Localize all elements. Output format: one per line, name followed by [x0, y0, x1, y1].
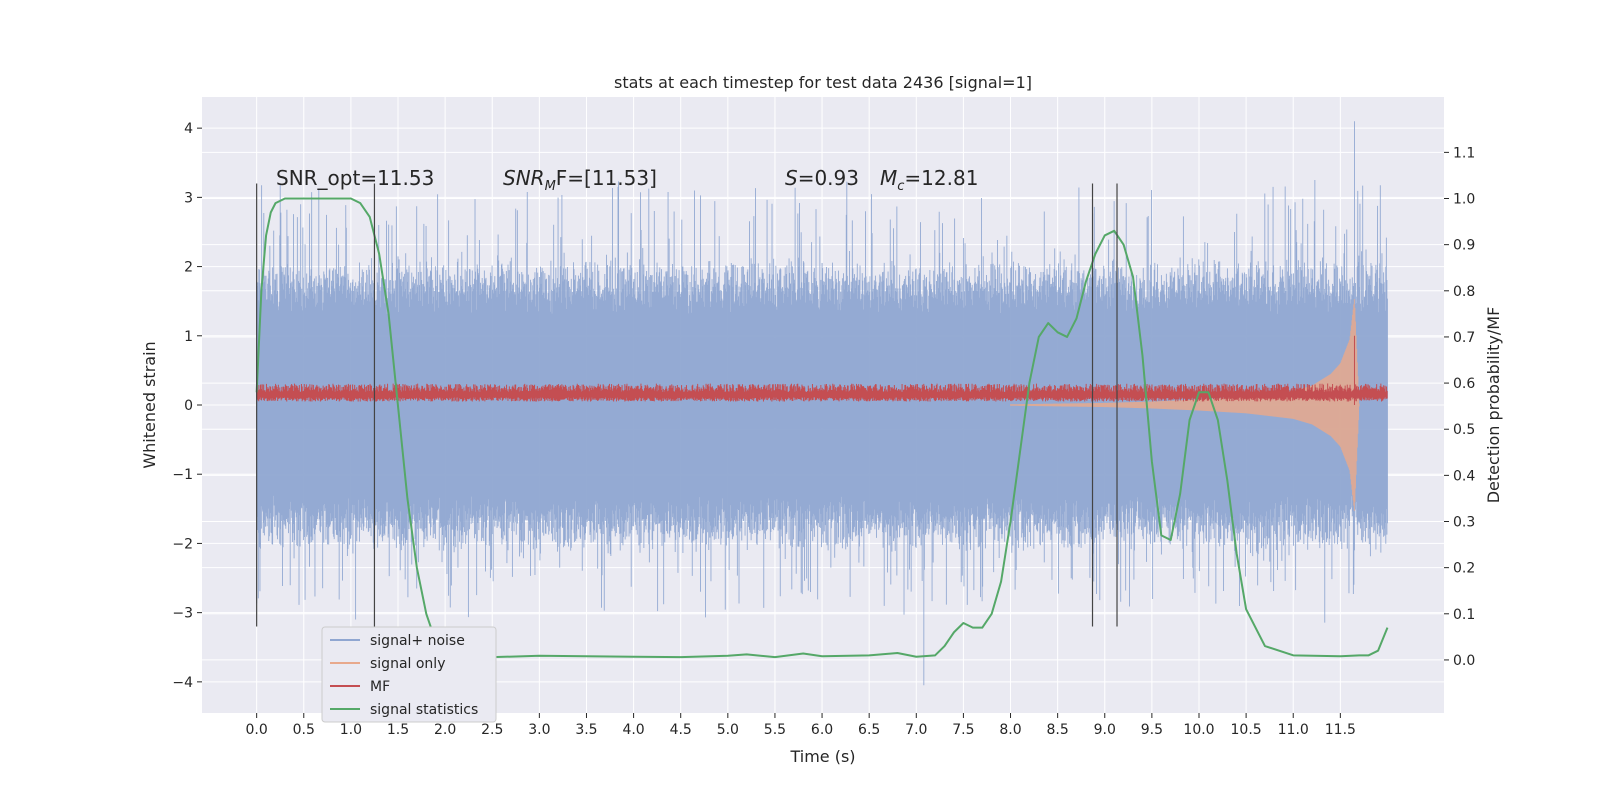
x-tick-label: 4.0 — [622, 722, 644, 738]
mc-variable: M — [880, 166, 897, 190]
y-axis-label: Whitened strain — [140, 341, 159, 468]
y-right-tick-label: 0.5 — [1453, 422, 1475, 438]
legend-label-mf: MF — [370, 679, 390, 695]
axes: 0.0 0.5 1.0 1.5 2.0 2.5 3.0 3.5 4.0 4.5 5.0 5.5 6.0 6… — [172, 121, 1475, 738]
y-right-tick-label: 0.8 — [1453, 284, 1475, 300]
chart-title: stats at each timestep for test data 243… — [614, 73, 1032, 92]
legend-box — [321, 626, 497, 723]
x-tick-label: 3.5 — [575, 722, 597, 738]
y-right-tick-label: 0.9 — [1453, 238, 1475, 254]
y-right-tick-label: 0.3 — [1453, 515, 1475, 531]
x-tick-label: 5.5 — [764, 722, 786, 738]
y-tick-label: −4 — [172, 675, 193, 691]
x-tick-label: 11.0 — [1278, 722, 1309, 738]
s-variable: S — [785, 166, 798, 190]
y-tick-label: 2 — [184, 260, 193, 276]
x-tick-label: 1.0 — [340, 722, 362, 738]
x-tick-label: 9.5 — [1141, 722, 1163, 738]
legend-label-signal-only: signal only — [370, 656, 445, 672]
legend: signal+ noise signal only MF signal stat… — [321, 626, 497, 723]
x-tick-label: 3.0 — [528, 722, 550, 738]
x-tick-label: 2.5 — [481, 722, 503, 738]
x-tick-label: 8.5 — [1047, 722, 1069, 738]
x-tick-label: 2.0 — [434, 722, 456, 738]
x-tick-label: 5.0 — [717, 722, 739, 738]
mc-subscript: c — [897, 179, 904, 194]
x-tick-label: 7.5 — [952, 722, 974, 738]
y-right-tick-label: 0.4 — [1453, 468, 1475, 484]
snr-mf-base: SNR — [503, 166, 545, 190]
x-tick-label: 4.5 — [670, 722, 692, 738]
y-right-tick-label: 0.1 — [1453, 607, 1475, 623]
y-tick-label: −3 — [172, 606, 193, 622]
x-tick-label: 9.0 — [1094, 722, 1116, 738]
y-right-tick-label: 1.0 — [1453, 192, 1475, 208]
y-tick-label: 4 — [184, 121, 193, 137]
snr-mf-value: F=[11.53] — [556, 166, 657, 190]
x-tick-label: 0.5 — [293, 722, 315, 738]
x-tick-label: 10.0 — [1183, 722, 1214, 738]
signal-only-line — [1010, 299, 1360, 511]
y-right-axis-label: Detection probability/MF — [1484, 307, 1503, 504]
y-right-tick-label: 0.6 — [1453, 376, 1475, 392]
x-tick-label: 8.0 — [999, 722, 1021, 738]
x-tick-label: 0.0 — [246, 722, 268, 738]
mc-annotation: Mc=12.81 — [880, 166, 978, 194]
vertical-markers — [256, 183, 1118, 627]
snr-mf-annotation: SNRMF=[11.53] — [503, 166, 657, 194]
y-right-tick-label: 0.2 — [1453, 561, 1475, 577]
y-right-tick-label: 1.1 — [1453, 145, 1475, 161]
x-tick-label: 7.0 — [905, 722, 927, 738]
s-value: =0.93 — [798, 166, 859, 190]
snr-opt-annotation: SNR_opt=11.53 — [276, 166, 434, 190]
s-annotation: S=0.93 — [785, 166, 859, 190]
y-tick-label: −2 — [172, 536, 193, 552]
legend-label-signal-statistics: signal statistics — [370, 702, 478, 718]
y-tick-label: 0 — [184, 398, 193, 414]
x-tick-label: 6.0 — [811, 722, 833, 738]
y-right-tick-label: 0.0 — [1453, 653, 1475, 669]
x-tick-label: 11.5 — [1325, 722, 1356, 738]
y-tick-label: −1 — [172, 467, 193, 483]
x-tick-label: 6.5 — [858, 722, 880, 738]
y-tick-label: 1 — [184, 329, 193, 345]
x-tick-label: 10.5 — [1231, 722, 1262, 738]
legend-label-signal-noise: signal+ noise — [370, 633, 465, 649]
y-right-tick-label: 0.7 — [1453, 330, 1475, 346]
x-axis-label: Time (s) — [789, 747, 855, 766]
y-tick-label: 3 — [184, 190, 193, 206]
mc-value: =12.81 — [904, 166, 978, 190]
annotations: SNR_opt=11.53 SNRMF=[11.53] S=0.93 Mc=12… — [276, 166, 978, 194]
snr-mf-subscript: M — [545, 179, 556, 194]
x-tick-label: 1.5 — [387, 722, 409, 738]
signal-statistics-line — [255, 197, 1389, 659]
